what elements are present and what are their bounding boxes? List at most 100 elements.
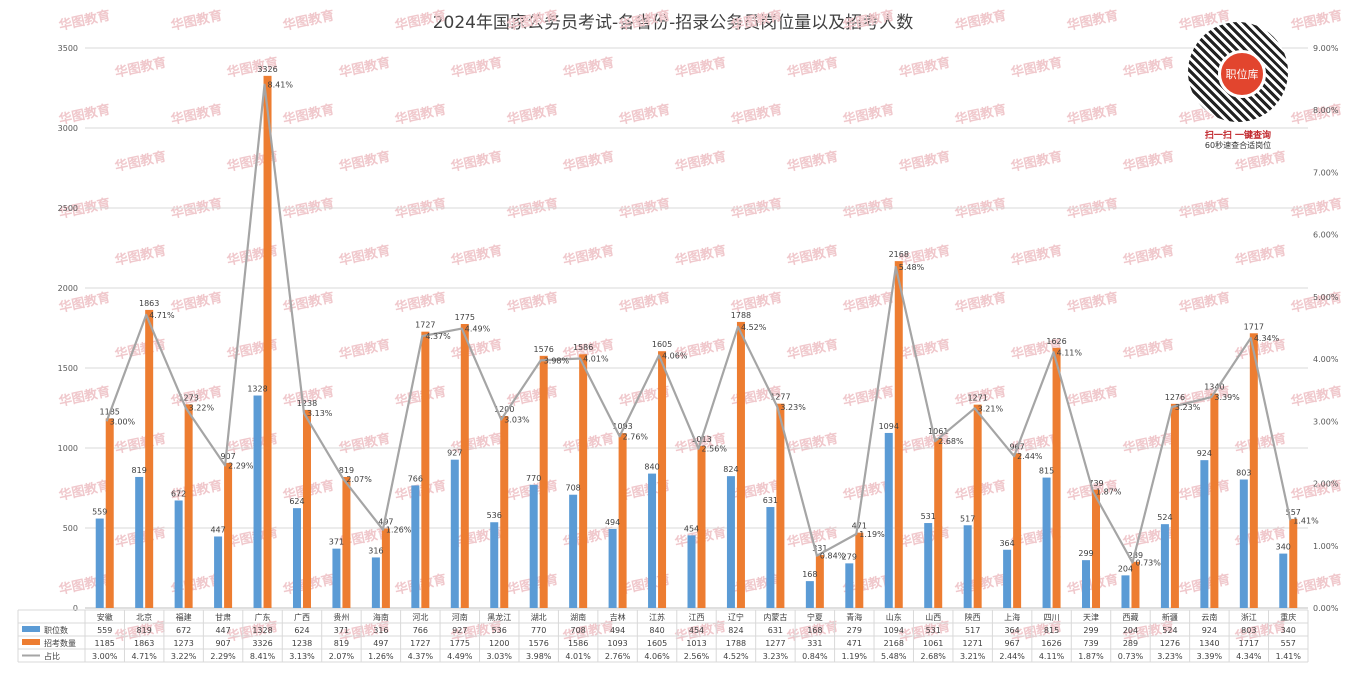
watermark-text: 华图教育 (170, 7, 224, 33)
bar-applicants-label: 1775 (455, 313, 475, 322)
table-cell-applicants: 1277 (765, 639, 785, 648)
qr-code-icon[interactable]: 职位库 (1188, 22, 1288, 122)
y2-tick-label: 1.00% (1313, 542, 1339, 551)
table-cell-positions: 708 (571, 626, 586, 635)
table-cell-positions: 803 (1241, 626, 1256, 635)
watermark-text: 华图教育 (618, 195, 672, 221)
watermark-text: 华图教育 (394, 7, 448, 33)
table-cell-positions: 924 (1202, 626, 1217, 635)
line-ratio-label: 3.13% (307, 409, 333, 418)
bar-applicants (579, 354, 588, 608)
watermark-text: 华图教育 (786, 54, 840, 80)
table-cell-applicants: 1727 (410, 639, 430, 648)
watermark-text: 华图教育 (506, 289, 560, 315)
bar-positions (174, 500, 183, 608)
watermark-text: 华图教育 (842, 195, 896, 221)
table-cell-ratio: 1.19% (842, 652, 868, 661)
table-cell-ratio: 1.26% (368, 652, 394, 661)
bar-positions-label: 279 (842, 552, 857, 561)
table-cell-positions: 204 (1123, 626, 1138, 635)
x-tick-label: 安徽 (97, 612, 113, 622)
table-cell-ratio: 2.76% (605, 652, 631, 661)
watermark-text: 华图教育 (954, 289, 1008, 315)
bar-applicants-label: 1277 (770, 393, 790, 402)
line-ratio-label: 3.00% (110, 417, 136, 426)
bar-applicants-label: 1093 (612, 422, 632, 431)
bar-positions-label: 824 (723, 465, 738, 474)
line-ratio-label: 3.03% (504, 415, 530, 424)
table-cell-applicants: 1238 (292, 639, 312, 648)
table-cell-positions: 770 (531, 626, 546, 635)
line-ratio-label: 2.56% (702, 445, 728, 454)
y2-tick-label: 2.00% (1313, 480, 1339, 489)
y2-tick-label: 5.00% (1313, 293, 1339, 302)
watermark-text: 华图教育 (114, 148, 168, 174)
bar-applicants-label: 471 (852, 522, 867, 531)
bar-applicants-label: 1238 (297, 399, 317, 408)
bar-positions-label: 536 (487, 511, 502, 520)
x-tick-label: 江西 (689, 613, 705, 622)
table-cell-applicants: 1013 (686, 639, 706, 648)
x-tick-label: 河北 (412, 612, 428, 622)
bar-applicants-label: 907 (220, 452, 235, 461)
bar-positions (490, 522, 499, 608)
bar-applicants (1170, 403, 1179, 608)
table-cell-ratio: 2.56% (684, 652, 710, 661)
bar-applicants-label: 1863 (139, 299, 159, 308)
watermark-text: 华图教育 (730, 195, 784, 221)
table-cell-applicants: 1061 (923, 639, 943, 648)
watermark-text: 华图教育 (618, 7, 672, 33)
table-cell-positions: 364 (1004, 626, 1019, 635)
bar-positions-label: 924 (1197, 449, 1212, 458)
x-tick-label: 西藏 (1122, 612, 1138, 622)
bar-positions (450, 459, 459, 608)
line-ratio-label: 3.22% (189, 404, 215, 413)
table-cell-ratio: 0.73% (1118, 652, 1144, 661)
table-cell-ratio: 3.21% (960, 652, 986, 661)
watermark-text: 华图教育 (338, 242, 392, 268)
line-ratio-label: 4.37% (425, 332, 451, 341)
y-tick-label: 0 (73, 604, 78, 613)
bar-positions (884, 432, 893, 608)
watermark-text: 华图教育 (842, 101, 896, 127)
table-cell-ratio: 8.41% (250, 652, 276, 661)
watermark-text: 华图教育 (1122, 242, 1176, 268)
bar-positions-label: 927 (447, 449, 462, 458)
watermark-text: 华图教育 (898, 336, 952, 362)
watermark-text: 华图教育 (898, 54, 952, 80)
qr-code-panel[interactable]: 职位库 扫一扫 一键查询 60秒速查合适岗位 (1185, 22, 1291, 150)
watermark-text: 华图教育 (786, 430, 840, 456)
bar-positions-label: 1328 (247, 385, 267, 394)
table-cell-applicants: 471 (847, 639, 862, 648)
bar-applicants (697, 445, 706, 608)
table-cell-positions: 299 (1083, 626, 1098, 635)
watermark-text: 华图教育 (562, 430, 616, 456)
table-cell-positions: 840 (649, 626, 664, 635)
table-cell-applicants: 1863 (134, 639, 154, 648)
qr-caption: 扫一扫 一键查询 (1204, 131, 1272, 141)
x-tick-label: 北京 (136, 612, 152, 622)
bar-applicants-label: 1576 (534, 345, 554, 354)
table-cell-ratio: 3.00% (92, 652, 118, 661)
bar-applicants-label: 1340 (1204, 383, 1224, 392)
bar-applicants (1013, 453, 1022, 608)
x-tick-label: 宁夏 (807, 612, 823, 622)
watermark-text: 华图教育 (674, 242, 728, 268)
watermark-text: 华图教育 (450, 242, 504, 268)
y2-tick-label: 6.00% (1313, 231, 1339, 240)
table-cell-positions: 316 (373, 626, 388, 635)
bar-applicants (145, 309, 154, 608)
watermark-text: 华图教育 (1290, 383, 1344, 409)
table-cell-positions: 624 (294, 626, 309, 635)
table-cell-applicants: 497 (373, 639, 388, 648)
watermark-text: 华图教育 (898, 148, 952, 174)
bar-positions (292, 508, 301, 608)
bar-positions (845, 563, 854, 608)
bar-applicants (105, 418, 114, 608)
bar-applicants-label: 497 (378, 517, 393, 526)
bar-positions-label: 624 (289, 497, 304, 506)
bar-applicants (342, 476, 351, 608)
table-cell-ratio: 3.22% (171, 652, 197, 661)
watermark-text: 华图教育 (954, 101, 1008, 127)
